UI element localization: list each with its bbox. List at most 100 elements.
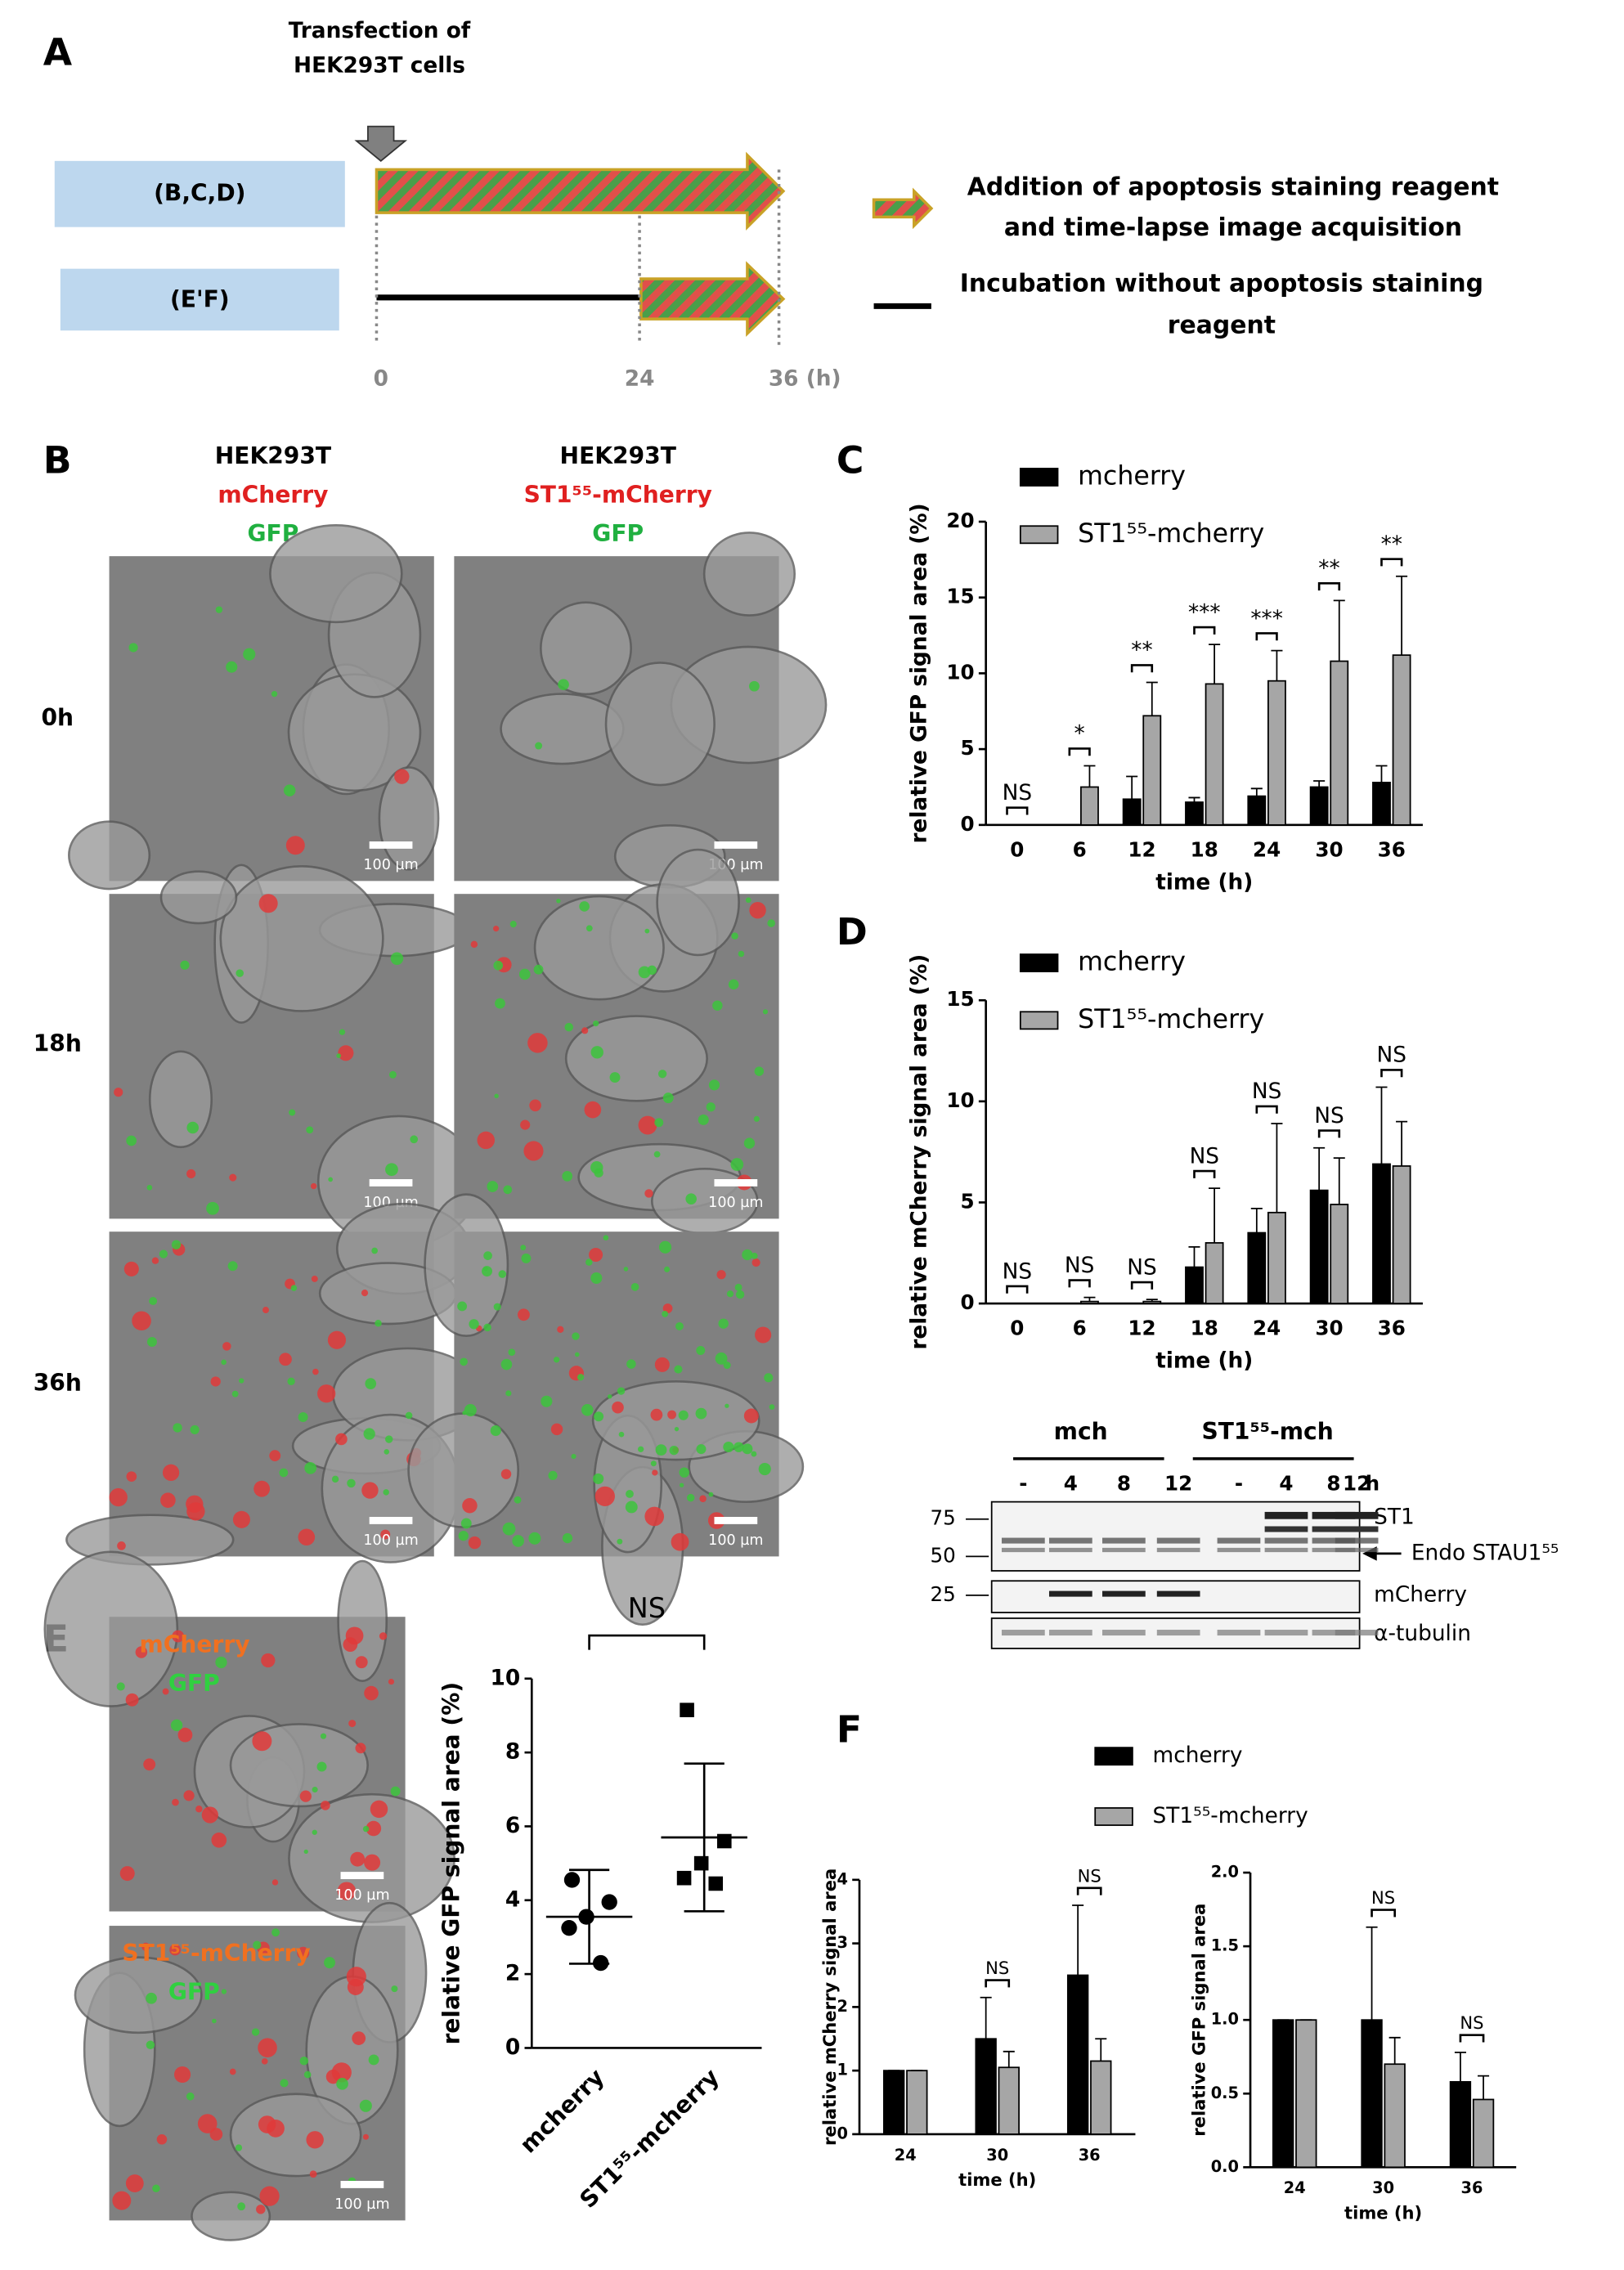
green-signal <box>505 1390 512 1397</box>
group-label: (E'F) <box>170 285 230 312</box>
red-signal <box>671 1532 689 1551</box>
data-point <box>561 1920 577 1936</box>
significance-bracket <box>1193 626 1216 635</box>
error-bar <box>1250 787 1263 796</box>
bar <box>1267 680 1286 826</box>
band <box>1156 1590 1200 1597</box>
green-signal <box>762 1009 769 1015</box>
green-signal <box>359 2099 372 2112</box>
x-tick-label: 36 <box>1378 1317 1406 1340</box>
bar <box>1372 1163 1391 1304</box>
green-signal <box>769 1404 775 1410</box>
lane-label: 12 <box>1343 1472 1371 1496</box>
x-tick-label: 30 <box>986 2146 1008 2165</box>
green-signal <box>608 1394 612 1399</box>
significance-bracket <box>1255 632 1278 641</box>
red-signal <box>327 1330 347 1349</box>
green-signal <box>243 648 256 661</box>
x-axis-label: time (h) <box>1155 870 1253 895</box>
green-signal <box>271 691 278 698</box>
scale-bar-label: 100 µm <box>334 2196 389 2213</box>
error-bar <box>1396 575 1408 656</box>
bar <box>1330 660 1349 826</box>
cell-cluster <box>378 766 440 871</box>
error-bar <box>1313 780 1326 787</box>
red-signal <box>364 1854 381 1871</box>
cell-cluster <box>533 895 665 1001</box>
legend-arrow <box>872 187 934 230</box>
green-signal <box>617 1387 626 1395</box>
data-point <box>717 1833 732 1849</box>
x-tick-label: 6 <box>1073 1317 1087 1340</box>
green-signal <box>725 1403 729 1408</box>
significance-bracket <box>1371 1909 1396 1918</box>
green-signal <box>149 1297 158 1305</box>
green-signal <box>742 1443 753 1455</box>
green-signal <box>290 1285 298 1291</box>
error-bar <box>1146 681 1158 716</box>
red-signal <box>755 1326 772 1344</box>
red-signal <box>380 1529 391 1540</box>
red-signal <box>581 1027 589 1034</box>
x-axis-label: time (h) <box>1344 2203 1422 2223</box>
green-signal <box>116 1682 125 1691</box>
green-signal <box>708 1492 714 1497</box>
group-label: (B,C,D) <box>154 179 245 206</box>
scale-bar-label: 100 µm <box>363 1532 418 1549</box>
significance-label: *** <box>1250 607 1283 631</box>
red-signal <box>644 1189 653 1198</box>
x-tick-label: 18 <box>1191 837 1218 861</box>
bar <box>1247 795 1267 826</box>
legend-label: mcherry <box>1153 1743 1243 1768</box>
red-signal <box>638 1115 657 1135</box>
band <box>1335 1630 1379 1636</box>
band <box>1217 1630 1261 1636</box>
green-signal <box>235 2144 243 2151</box>
legend-swatch <box>1019 468 1059 487</box>
green-signal <box>564 1022 574 1032</box>
bar <box>1309 786 1329 826</box>
cell-cluster <box>407 1412 520 1528</box>
error-bar <box>1454 2051 1466 2082</box>
green-signal <box>735 1290 745 1299</box>
green-signal <box>385 1435 393 1443</box>
significance-label: ** <box>1131 639 1152 663</box>
green-signal <box>173 1423 182 1433</box>
green-signal <box>283 784 296 796</box>
green-signal <box>462 1411 467 1415</box>
green-signal <box>458 1531 469 1541</box>
red-signal <box>252 1731 272 1752</box>
green-signal <box>226 661 238 673</box>
green-signal <box>594 1168 603 1178</box>
green-signal <box>464 1404 477 1417</box>
annotation: Transfection of <box>289 19 471 43</box>
red-signal <box>749 901 766 919</box>
green-signal <box>590 1046 603 1059</box>
green-signal <box>654 1118 664 1128</box>
red-signal <box>271 1879 279 1886</box>
legend-swatch <box>1094 1747 1133 1766</box>
y-tick-label: 5 <box>960 1189 974 1213</box>
significance-bracket <box>1130 1281 1154 1290</box>
green-signal <box>368 2054 379 2066</box>
green-signal <box>553 1357 560 1363</box>
red-signal <box>262 1307 270 1314</box>
red-signal <box>186 1169 196 1179</box>
lane-label: 4 <box>1064 1472 1078 1496</box>
significance-bracket <box>1317 1129 1341 1138</box>
green-signal <box>186 2092 195 2101</box>
significance-label: NS <box>1371 1887 1395 1908</box>
green-signal <box>609 1072 621 1083</box>
data-point <box>563 1872 581 1888</box>
green-signal <box>215 606 223 613</box>
y-tick-label: 3 <box>837 1933 847 1952</box>
row-label: 0h <box>42 704 74 731</box>
error-bar <box>1188 1245 1200 1267</box>
band <box>1312 1537 1356 1544</box>
significance-label: NS <box>1460 2012 1483 2033</box>
significance-label: *** <box>1188 600 1221 625</box>
green-signal <box>730 1158 744 1171</box>
green-signal <box>383 1489 389 1496</box>
green-signal <box>679 1483 684 1487</box>
